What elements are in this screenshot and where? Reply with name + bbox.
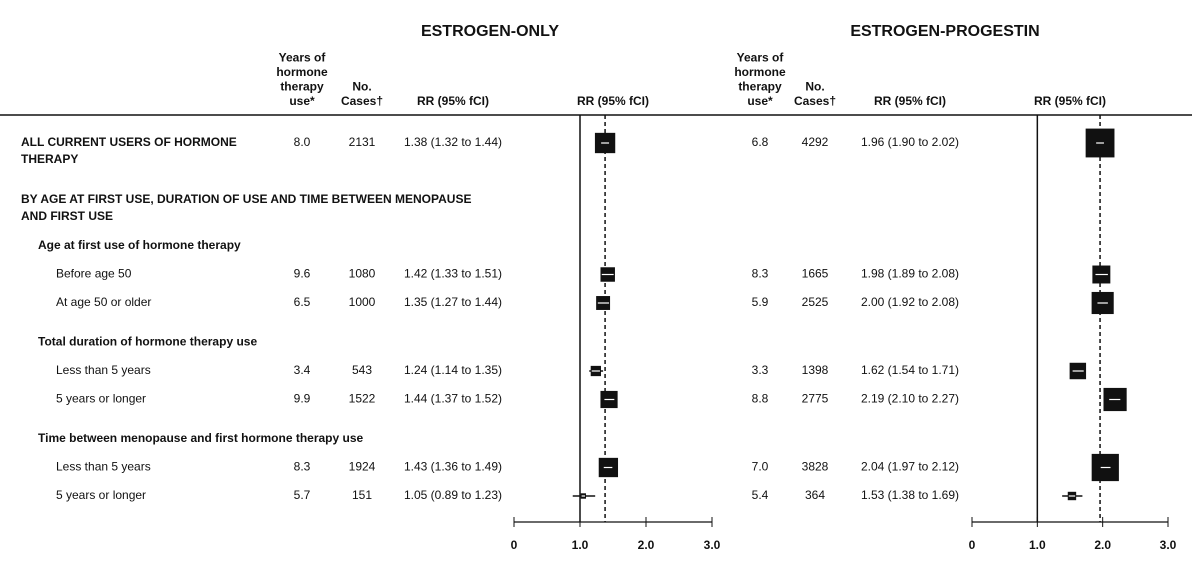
column-header: use*	[289, 94, 315, 108]
column-header: No.	[352, 80, 371, 94]
years-cell: 3.3	[752, 363, 769, 377]
row-label: ALL CURRENT USERS OF HORMONE	[21, 135, 237, 149]
rr-cell: 1.98 (1.89 to 2.08)	[861, 267, 959, 281]
panel-title: ESTROGEN-ONLY	[421, 23, 559, 40]
years-cell: 8.3	[294, 460, 311, 474]
cases-cell: 2525	[802, 295, 829, 309]
column-header: therapy	[738, 80, 782, 94]
column-header: Years of	[279, 51, 327, 65]
column-header: hormone	[276, 65, 328, 79]
years-cell: 9.6	[294, 267, 311, 281]
column-header: RR (95% fCI)	[1034, 94, 1106, 108]
cases-cell: 2131	[349, 135, 376, 149]
group-title: Time between menopause and first hormone…	[38, 431, 364, 445]
x-tick-label: 3.0	[704, 538, 721, 552]
cases-cell: 543	[352, 363, 372, 377]
x-tick-label: 1.0	[572, 538, 589, 552]
column-header: RR (95% fCI)	[874, 94, 946, 108]
years-cell: 6.5	[294, 295, 311, 309]
rr-cell: 1.96 (1.90 to 2.02)	[861, 135, 959, 149]
row-label: 5 years or longer	[56, 392, 146, 406]
years-cell: 8.8	[752, 392, 769, 406]
section-title: AND FIRST USE	[21, 209, 113, 223]
cases-cell: 1924	[349, 460, 376, 474]
x-tick-label: 1.0	[1029, 538, 1046, 552]
cases-cell: 3828	[802, 460, 829, 474]
column-header: RR (95% fCI)	[577, 94, 649, 108]
row-label: At age 50 or older	[56, 295, 151, 309]
row-label: 5 years or longer	[56, 488, 146, 502]
column-header: Cases†	[794, 94, 836, 108]
column-header: RR (95% fCI)	[417, 94, 489, 108]
years-cell: 5.9	[752, 295, 769, 309]
row-label: Less than 5 years	[56, 363, 151, 377]
x-tick-label: 2.0	[638, 538, 655, 552]
row-label: Before age 50	[56, 267, 132, 281]
column-header: No.	[805, 80, 824, 94]
years-cell: 3.4	[294, 363, 311, 377]
years-cell: 7.0	[752, 460, 769, 474]
section-title: BY AGE AT FIRST USE, DURATION OF USE AND…	[21, 192, 471, 206]
row-label: Less than 5 years	[56, 460, 151, 474]
group-title: Total duration of hormone therapy use	[38, 335, 257, 349]
rr-cell: 1.38 (1.32 to 1.44)	[404, 135, 502, 149]
x-tick-label: 0	[969, 538, 976, 552]
cases-cell: 1080	[349, 267, 376, 281]
rr-cell: 2.00 (1.92 to 2.08)	[861, 295, 959, 309]
rr-cell: 1.43 (1.36 to 1.49)	[404, 460, 502, 474]
rr-cell: 2.04 (1.97 to 2.12)	[861, 460, 959, 474]
rr-cell: 1.44 (1.37 to 1.52)	[404, 392, 502, 406]
rr-cell: 2.19 (2.10 to 2.27)	[861, 392, 959, 406]
row-label: THERAPY	[21, 152, 78, 166]
cases-cell: 151	[352, 488, 372, 502]
cases-cell: 1398	[802, 363, 829, 377]
years-cell: 5.4	[752, 488, 769, 502]
column-header: therapy	[280, 80, 324, 94]
x-tick-label: 2.0	[1094, 538, 1111, 552]
group-title: Age at first use of hormone therapy	[38, 238, 241, 252]
rr-cell: 1.53 (1.38 to 1.69)	[861, 488, 959, 502]
years-cell: 5.7	[294, 488, 311, 502]
x-tick-label: 0	[511, 538, 518, 552]
years-cell: 6.8	[752, 135, 769, 149]
rr-cell: 1.05 (0.89 to 1.23)	[404, 488, 502, 502]
column-header: Cases†	[341, 94, 383, 108]
years-cell: 8.3	[752, 267, 769, 281]
panel-title: ESTROGEN-PROGESTIN	[850, 23, 1039, 40]
column-header: hormone	[734, 65, 786, 79]
cases-cell: 4292	[802, 135, 829, 149]
column-header: use*	[747, 94, 773, 108]
column-header: Years of	[737, 51, 785, 65]
years-cell: 8.0	[294, 135, 311, 149]
cases-cell: 1665	[802, 267, 829, 281]
cases-cell: 364	[805, 488, 825, 502]
rr-cell: 1.62 (1.54 to 1.71)	[861, 363, 959, 377]
cases-cell: 1000	[349, 295, 376, 309]
rr-cell: 1.24 (1.14 to 1.35)	[404, 363, 502, 377]
rr-cell: 1.42 (1.33 to 1.51)	[404, 267, 502, 281]
cases-cell: 1522	[349, 392, 376, 406]
cases-cell: 2775	[802, 392, 829, 406]
x-tick-label: 3.0	[1160, 538, 1177, 552]
years-cell: 9.9	[294, 392, 311, 406]
rr-cell: 1.35 (1.27 to 1.44)	[404, 295, 502, 309]
